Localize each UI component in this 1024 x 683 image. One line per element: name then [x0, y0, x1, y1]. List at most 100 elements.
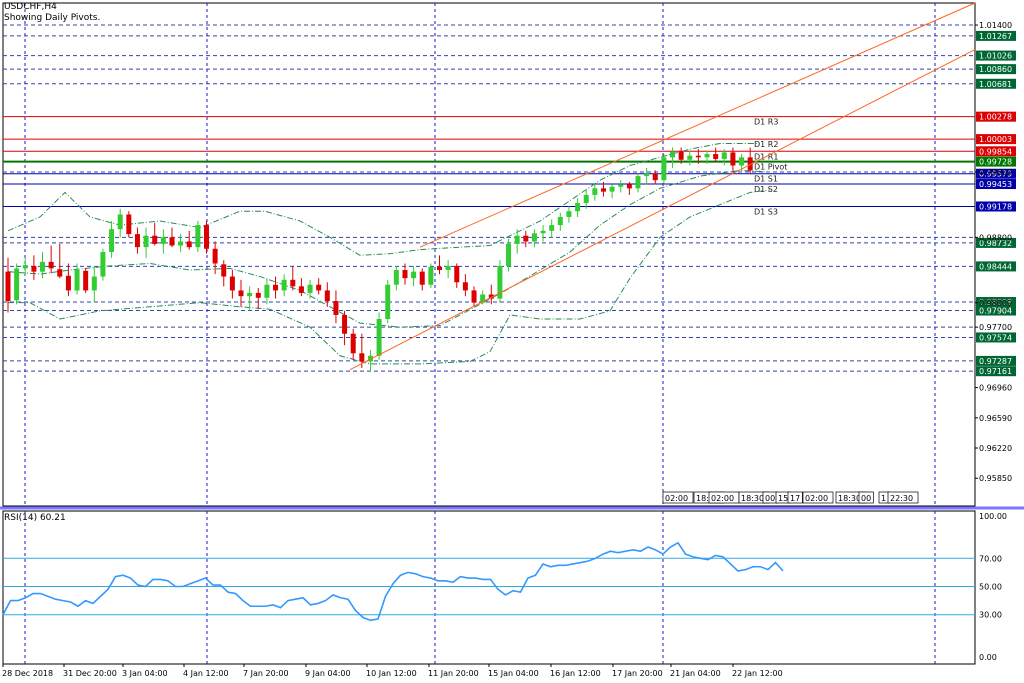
candle-body: [186, 241, 192, 248]
candle-body: [506, 243, 512, 266]
pivot-label: D1 S3: [754, 207, 778, 216]
compressed-time-box: [787, 491, 803, 504]
price-axis-tick: 0.96960: [979, 384, 1012, 393]
candle-body: [342, 314, 348, 334]
pivot-label: D1 Pivot: [754, 163, 787, 172]
candle-body: [704, 154, 710, 158]
candle-body: [739, 157, 745, 166]
lower-envelope: [8, 189, 771, 365]
time-axis-tick: 16 Jan 12:00: [550, 669, 601, 678]
rsi-axis-tick: 30.00: [979, 611, 1002, 620]
time-axis-tick: 28 Dec 2018: [2, 669, 53, 678]
candle-body: [402, 270, 408, 279]
compressed-time-box: [662, 491, 694, 504]
candle-body: [255, 292, 261, 298]
price-level-tag: 0.98444: [976, 261, 1016, 272]
candle-body: [178, 241, 184, 246]
candle-body: [514, 235, 520, 244]
candle-body: [195, 225, 201, 248]
price-level-value: 1.00681: [979, 80, 1012, 89]
compressed-time-label: 18:00: [696, 494, 719, 503]
price-level-tag: 0.99579: [976, 168, 1016, 179]
candle-body: [117, 214, 123, 230]
compressed-time-box: [802, 491, 834, 504]
price-level-tag: 1.00860: [976, 64, 1016, 75]
rsi-axis-tick: 50.00: [979, 583, 1002, 592]
candle-body: [31, 265, 37, 272]
candle-body: [40, 261, 46, 272]
candle-body: [264, 284, 270, 298]
price-level-tag: 0.98732: [976, 237, 1016, 248]
rsi-axis-tick: 100.00: [979, 512, 1007, 521]
price-level-value: 1.00860: [979, 65, 1012, 74]
time-axis-tick: 9 Jan 04:00: [305, 669, 351, 678]
compressed-time-label: 02:00: [665, 494, 688, 503]
candle-body: [626, 184, 632, 189]
compressed-time-box: [887, 491, 919, 504]
candle-body: [65, 275, 71, 291]
candle-body: [22, 265, 28, 269]
rsi-line: [2, 541, 784, 622]
price-level-tag: 1.00681: [976, 78, 1016, 89]
candle-body: [609, 186, 615, 192]
candle-body: [428, 266, 434, 285]
candle-body: [273, 284, 279, 291]
candle-body: [290, 279, 296, 287]
candle-body: [298, 286, 304, 293]
compressed-time-box: [858, 491, 874, 504]
price-axis-tick: 0.97700: [979, 323, 1012, 332]
price-level-tag: 0.97161: [976, 366, 1016, 377]
candle-body: [678, 151, 684, 160]
price-level-value: 0.99854: [979, 147, 1012, 156]
candle-body: [281, 279, 287, 291]
candle-body: [385, 284, 391, 320]
price-axis-tick: 0.98800: [979, 233, 1012, 242]
candle-body: [307, 284, 313, 293]
candle-body: [531, 233, 537, 242]
candle-body: [540, 230, 546, 234]
candle-body: [713, 154, 719, 159]
candle-body: [134, 234, 140, 248]
candle-body: [359, 353, 365, 362]
price-level-tag: 0.99728: [976, 156, 1016, 167]
candle-body: [670, 151, 676, 158]
candle-body: [126, 214, 132, 235]
candle-body: [376, 319, 382, 356]
compressed-time-label: 18:30: [838, 494, 861, 503]
candle-body: [600, 188, 606, 192]
candle-body: [687, 155, 693, 160]
candle-body: [480, 294, 486, 303]
time-axis-tick: 3 Jan 04:00: [122, 669, 168, 678]
candle-body: [100, 252, 106, 277]
price-level-tag: 0.99854: [976, 146, 1016, 157]
candle-body: [83, 270, 89, 291]
price-level-tag: 0.99178: [976, 201, 1016, 212]
price-level-value: 0.98732: [979, 239, 1012, 248]
candle-body: [48, 261, 54, 269]
candle-body: [14, 268, 20, 301]
channel-lower-line[interactable]: [349, 49, 976, 371]
compressed-time-label: 02:00: [805, 494, 828, 503]
compressed-time-label: 15: [778, 494, 788, 503]
channel-upper-line[interactable]: [419, 2, 976, 248]
compressed-time-label: 17: [790, 494, 800, 503]
time-axis-tick: 17 Jan 20:00: [612, 669, 663, 678]
candle-body: [212, 248, 218, 264]
price-level-tag: 1.01267: [976, 30, 1016, 41]
price-level-value: 0.98008: [979, 298, 1012, 307]
compressed-time-label: 00: [861, 494, 871, 503]
price-level-value: 1.01267: [979, 32, 1012, 41]
candle-body: [462, 282, 468, 291]
price-level-tag: 0.97287: [976, 355, 1016, 366]
candle-body: [497, 265, 503, 299]
candle-body: [324, 290, 330, 302]
middle-envelope: [7, 169, 771, 328]
candle-body: [557, 216, 563, 226]
candle-body: [109, 229, 115, 253]
candle-body: [350, 333, 356, 354]
candle-body: [437, 266, 442, 271]
rsi-panel-frame: [2, 510, 976, 665]
price-level-value: 0.98444: [979, 262, 1012, 271]
candle-body: [566, 211, 572, 217]
time-axis-tick: 15 Jan 04:00: [488, 669, 539, 678]
